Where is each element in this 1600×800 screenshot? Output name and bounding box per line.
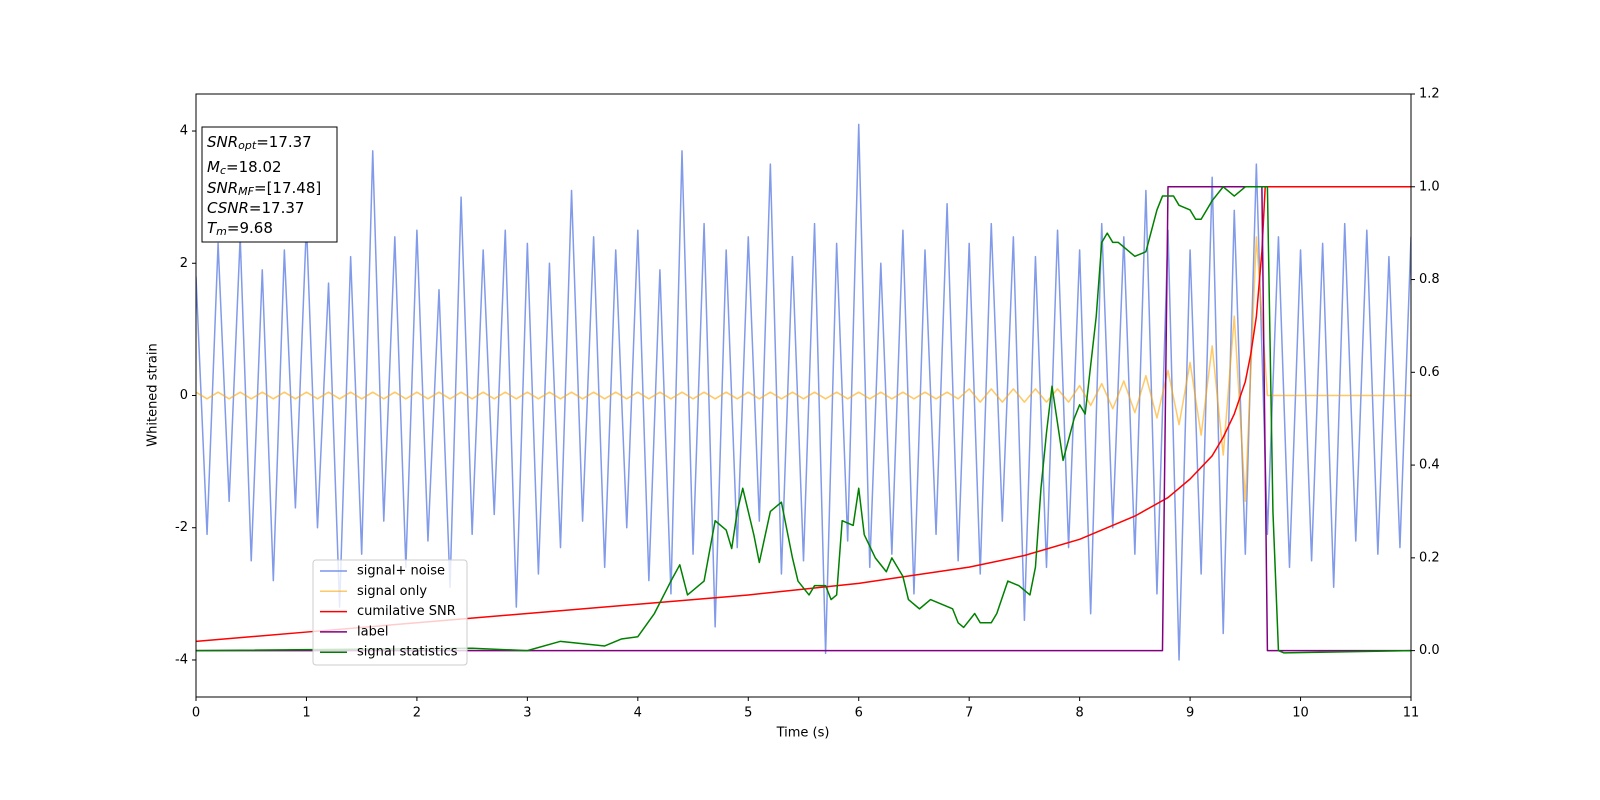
- x-tick-label: 0: [192, 706, 200, 721]
- y2-tick-label: 0.0: [1419, 643, 1440, 658]
- x-tick-label: 4: [634, 706, 642, 721]
- x-axis-label: Time (s): [776, 726, 830, 741]
- series-line: [196, 186, 1411, 643]
- x-tick-label: 5: [744, 706, 752, 721]
- legend-label: signal only: [357, 584, 427, 599]
- annotation-frame: [201, 126, 338, 243]
- annotation-value: =[17.48]: [254, 179, 321, 197]
- legend-label: signal+ noise: [357, 564, 445, 579]
- legend-label: cumilative SNR: [357, 604, 456, 619]
- y-tick-label: 2: [180, 256, 188, 271]
- annotation-line: Mc=18.02: [207, 158, 282, 178]
- y-tick-label: 4: [180, 124, 188, 139]
- y2-tick-label: 0.2: [1419, 550, 1440, 565]
- annotation-value: =9.68: [227, 219, 273, 237]
- annotation-subscript: m: [216, 225, 227, 238]
- y2-tick-label: 0.8: [1419, 272, 1440, 287]
- y2-tick-label: 0.6: [1419, 365, 1440, 380]
- x-tick-label: 10: [1292, 706, 1309, 721]
- annotation-subscript: MF: [238, 185, 254, 198]
- series-line: [196, 123, 1411, 661]
- x-tick-label: 1: [302, 706, 310, 721]
- x-tick-label: 2: [413, 706, 421, 721]
- y2-tick-label: 1.0: [1419, 179, 1440, 194]
- annotation-symbol: CSNR: [207, 199, 249, 217]
- series-line: [196, 186, 1411, 654]
- annotation-value: =17.37: [256, 133, 312, 151]
- annotation-symbol: SNR: [207, 179, 238, 197]
- y-tick-label: 0: [180, 388, 188, 403]
- annotation-line: Tm=9.68: [207, 219, 273, 239]
- series-line: [196, 186, 1411, 652]
- y2-tick-label: 0.4: [1419, 458, 1440, 473]
- legend-label: label: [357, 624, 388, 639]
- annotation-value: =17.37: [249, 199, 305, 217]
- annotation-symbol: M: [207, 158, 220, 176]
- annotation-symbol: SNR: [207, 133, 238, 151]
- x-tick-label: 9: [1186, 706, 1194, 721]
- legend: signal+ noise signal only cumilative SNR la…: [312, 559, 468, 666]
- annotation-symbol: T: [207, 219, 218, 237]
- annotation-subscript: opt: [238, 139, 257, 152]
- y-tick-label: -2: [175, 520, 188, 535]
- y-axis-label: Whitened strain: [146, 343, 161, 446]
- x-tick-label: 8: [1075, 706, 1083, 721]
- annotation-line: SNRMF=[17.48]: [207, 179, 321, 199]
- x-tick-label: 11: [1403, 706, 1420, 721]
- annotation-box: SNRopt=17.37Mc=18.02SNRMF=[17.48]CSNR=17…: [201, 126, 338, 243]
- annotation-line: SNRopt=17.37: [207, 133, 312, 153]
- x-tick-label: 3: [523, 706, 531, 721]
- legend-label: signal statistics: [357, 645, 458, 660]
- y-tick-label: -4: [175, 652, 188, 667]
- x-tick-label: 7: [965, 706, 973, 721]
- annotation-value: =18.02: [226, 158, 282, 176]
- series-line: [196, 236, 1411, 503]
- annotation-line: CSNR=17.37: [207, 199, 304, 217]
- y2-tick-label: 1.2: [1419, 87, 1440, 102]
- plot-area: [196, 123, 1411, 661]
- x-tick-label: 6: [855, 706, 863, 721]
- annotation-subscript: c: [220, 164, 226, 177]
- legend-frame: [312, 559, 468, 666]
